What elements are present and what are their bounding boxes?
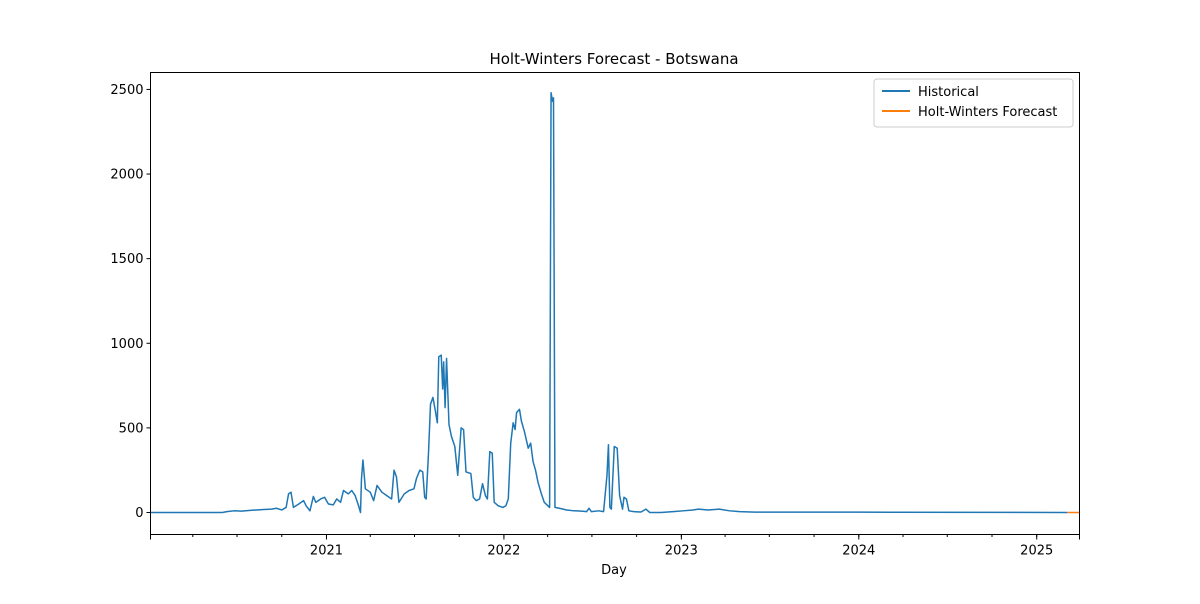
x-tick-label: 2024: [842, 544, 875, 559]
y-tick-label: 2000: [110, 168, 143, 183]
plot-area: [150, 92, 1080, 514]
y-tick-label: 2500: [110, 83, 143, 98]
y-tick-label: 0: [135, 506, 143, 521]
legend-box: [873, 78, 1074, 128]
x-tick-label: 2021: [310, 544, 343, 559]
y-axis: 0 500 1000 1500 2000 2500: [110, 83, 151, 521]
x-tick-label: 2025: [1020, 544, 1053, 559]
x-tick-label: 2022: [487, 544, 520, 559]
legend-forecast-label: Holt-Winters Forecast: [918, 105, 1057, 120]
legend-historical-label: Historical: [918, 85, 979, 100]
series-line-historical: [150, 92, 1068, 514]
chart-title: Holt-Winters Forecast - Botswana: [489, 50, 738, 68]
x-axis-label: Day: [601, 563, 627, 578]
legend: Historical Holt-Winters Forecast: [873, 78, 1074, 128]
x-tick-label: 2023: [665, 544, 698, 559]
y-tick-label: 1500: [110, 252, 143, 267]
plot-frame: [150, 72, 1080, 535]
x-axis: 2021 2022 2023 2024 2025: [150, 534, 1080, 559]
y-tick-label: 1000: [110, 337, 143, 352]
y-tick-label: 500: [119, 421, 144, 436]
